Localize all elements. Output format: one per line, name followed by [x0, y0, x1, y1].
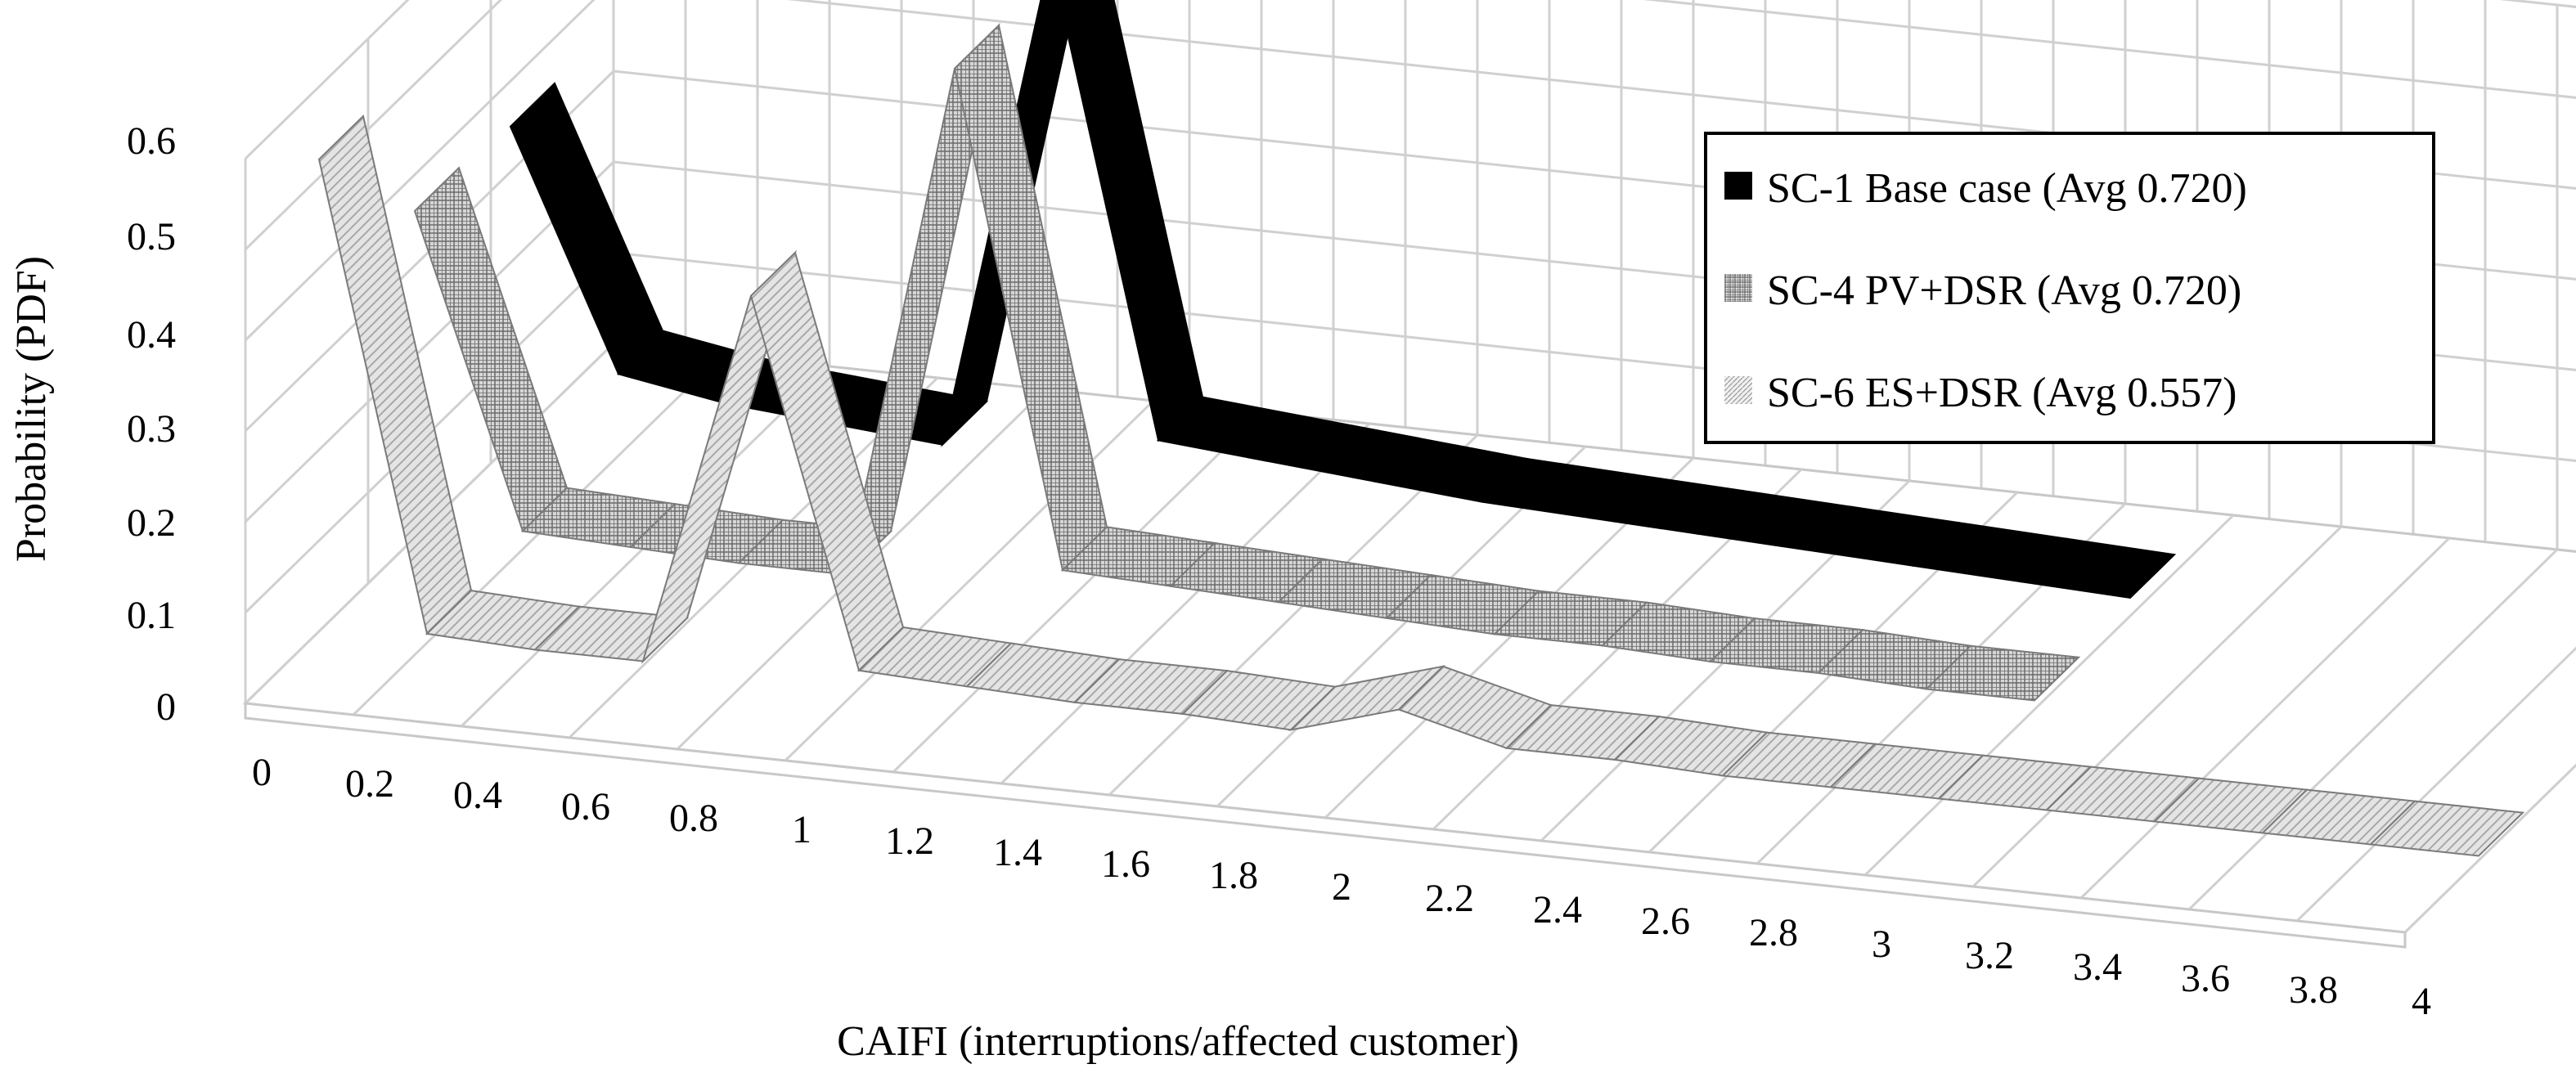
y-axis-ticks: 0 0.1 0.2 0.3 0.4 0.5 0.6 — [127, 119, 176, 729]
floor-edge — [244, 702, 2407, 949]
x-tick-label: 1.4 — [993, 831, 1042, 874]
x-tick-label: 2.6 — [1641, 900, 1690, 943]
y-tick-label: 0.4 — [127, 313, 176, 357]
back-grid-hline — [2499, 0, 2576, 8]
x-tick-label: 1.6 — [1101, 842, 1150, 886]
y-axis-label: Probability (PDF) — [8, 256, 55, 562]
x-axis-label: CAIFI (interruptions/affected customer) — [837, 1018, 1519, 1065]
y-tick-label: 0.5 — [127, 215, 176, 258]
y-tick-label: 0.3 — [127, 407, 176, 451]
y-tick-label: 0.2 — [127, 501, 176, 545]
ribbon-segment — [1924, 644, 2081, 702]
legend: SC-1 Base case (Avg 0.720) SC-4 PV+DSR (… — [1704, 132, 2435, 444]
floor-grid-line — [1000, 422, 1371, 785]
x-tick-label: 2 — [1332, 865, 1351, 909]
legend-label-sc1: SC-1 Base case (Avg 0.720) — [1767, 165, 2247, 212]
series-2-ribbon — [413, 22, 2081, 702]
legend-label-sc6: SC-6 ES+DSR (Avg 0.557) — [1767, 370, 2237, 416]
side-grid-hline — [244, 0, 410, 160]
x-tick-label: 0.4 — [453, 774, 502, 817]
y-tick-label: 0.6 — [127, 119, 176, 163]
x-tick-label: 4 — [2412, 980, 2431, 1023]
x-tick-label: 3.8 — [2289, 968, 2338, 1012]
floor-grid-line — [2187, 548, 2559, 911]
floor-grid-line — [2295, 646, 2576, 923]
floor-grid-line — [2403, 763, 2576, 934]
x-tick-label: 1 — [792, 808, 811, 851]
legend-label-sc4: SC-4 PV+DSR (Avg 0.720) — [1767, 267, 2241, 314]
x-tick-label: 0.8 — [669, 797, 718, 840]
x-tick-label: 0.2 — [345, 762, 394, 806]
x-tick-label: 3.4 — [2073, 945, 2122, 989]
x-tick-label: 2.2 — [1425, 877, 1474, 920]
x-tick-label: 2.8 — [1749, 911, 1798, 954]
floor-grid-line — [2079, 537, 2451, 900]
y-tick-label: 0 — [156, 685, 176, 729]
x-tick-label: 3 — [1872, 923, 1891, 966]
x-tick-label: 3.6 — [2181, 957, 2230, 1000]
ribbon-segment — [2020, 537, 2177, 599]
floor-grid-line — [1863, 514, 2235, 877]
x-tick-label: 1.8 — [1209, 854, 1258, 897]
legend-box — [1704, 132, 2435, 444]
x-tick-label: 0.6 — [561, 785, 610, 828]
x-tick-label: 3.2 — [1965, 934, 2014, 977]
legend-swatch-sc1 — [1724, 172, 1752, 200]
series-1-ribbon — [509, 0, 2177, 599]
series-3-ribbon — [317, 114, 2525, 857]
x-axis-ticks: 0 0.2 0.4 0.6 0.8 1 1.2 1.4 1.6 1.8 2 2.2 2.4 2.6 2.8 3… — [252, 751, 2431, 1023]
x-tick-label: 1.2 — [885, 819, 934, 863]
y-tick-label: 0.1 — [127, 594, 176, 637]
back-grid-hline — [1643, 0, 2576, 99]
legend-swatch-sc4 — [1724, 274, 1752, 302]
floor-grid-line — [1971, 525, 2343, 888]
floor-grid-line — [1108, 433, 1479, 797]
x-tick-label: 2.4 — [1533, 888, 1582, 932]
series-ribbons — [317, 0, 2525, 857]
floor-grid-line — [352, 353, 723, 716]
side-grid-hline — [244, 0, 503, 251]
legend-swatch-sc6 — [1724, 376, 1752, 404]
ribbon-segment — [2368, 800, 2525, 857]
side-grid-hline — [244, 0, 596, 342]
floor-grid-line — [892, 411, 1263, 774]
x-tick-label: 0 — [252, 751, 272, 794]
